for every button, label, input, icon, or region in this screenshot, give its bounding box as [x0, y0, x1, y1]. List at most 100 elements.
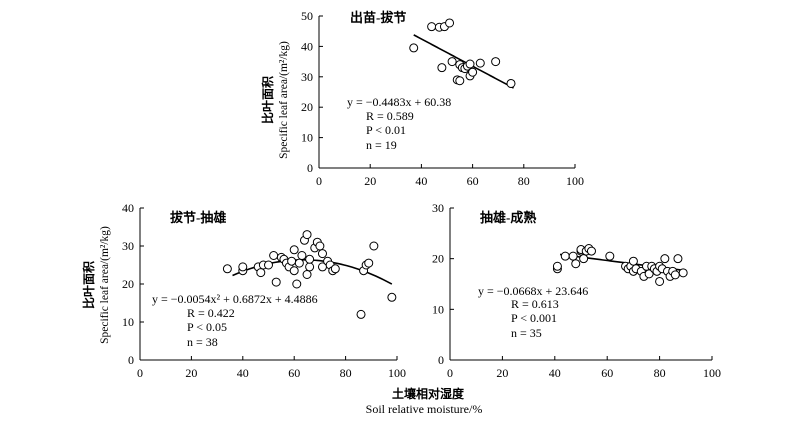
- x-tick-label: 100: [388, 366, 406, 380]
- data-point: [506, 78, 516, 88]
- y-axis-label-en: Specific leaf area/(m²/kg): [99, 226, 111, 344]
- x-tick-label: 80: [518, 174, 530, 188]
- fit-equation: y = −0.0668x + 23.646: [478, 284, 588, 298]
- y-tick-label: 0: [438, 353, 444, 367]
- data-point: [660, 254, 670, 264]
- y-tick-label: 20: [301, 100, 313, 114]
- x-tick-label: 0: [137, 366, 143, 380]
- data-point: [678, 268, 688, 278]
- y-tick-label: 40: [122, 201, 134, 215]
- data-point: [586, 246, 596, 256]
- data-point: [269, 251, 279, 260]
- data-point: [552, 261, 562, 271]
- x-tick-label: 60: [467, 174, 479, 188]
- data-point: [447, 57, 457, 67]
- x-tick-label: 20: [185, 366, 197, 380]
- data-point: [287, 256, 297, 266]
- panel-title: 出苗-拔节: [350, 10, 406, 25]
- panel-title: 抽雄-成熟: [480, 210, 536, 225]
- y-tick-label: 20: [432, 252, 444, 266]
- sample-size: n = 19: [366, 138, 397, 152]
- y-tick-label: 20: [122, 277, 134, 291]
- data-point: [302, 230, 312, 240]
- data-point: [468, 67, 478, 77]
- data-point: [387, 292, 397, 302]
- x-tick-label: 40: [549, 366, 561, 380]
- x-tick-label: 0: [316, 174, 322, 188]
- x-tick-label: 100: [566, 174, 584, 188]
- data-point: [297, 251, 307, 260]
- y-axis-label-en: Specific leaf area/(m²/kg): [278, 41, 290, 159]
- data-point: [330, 264, 340, 274]
- y-tick-label: 30: [122, 239, 134, 253]
- data-point: [289, 245, 299, 255]
- panel-title: 拔节-抽雄: [170, 210, 226, 225]
- y-tick-label: 0: [128, 353, 134, 367]
- x-tick-label: 60: [288, 366, 300, 380]
- y-axis-label-cn: 比叶面积: [260, 76, 275, 124]
- chart-emergence-jointing: 出苗-拔节 y = −0.4483x + 60.38 R = 0.589 P <…: [260, 9, 584, 188]
- data-point: [317, 249, 327, 259]
- data-point: [491, 57, 501, 67]
- x-tick-label: 20: [364, 174, 376, 188]
- x-tick-label: 60: [601, 366, 613, 380]
- data-point: [292, 279, 302, 289]
- data-point: [560, 251, 570, 261]
- data-point: [294, 258, 304, 268]
- data-point: [356, 309, 366, 319]
- sample-size: n = 35: [511, 326, 542, 340]
- data-point: [445, 18, 455, 28]
- y-tick-label: 50: [301, 9, 313, 23]
- x-tick-label: 80: [340, 366, 352, 380]
- data-point: [437, 63, 447, 73]
- y-tick-label: 30: [301, 70, 313, 84]
- data-point: [409, 43, 419, 53]
- data-point: [238, 262, 248, 272]
- data-point: [305, 262, 315, 272]
- data-point: [289, 266, 299, 276]
- x-tick-label: 100: [703, 366, 721, 380]
- data-point: [256, 268, 266, 278]
- data-point: [628, 256, 638, 266]
- data-point: [222, 264, 232, 274]
- fit-equation: y = −0.4483x + 60.38: [347, 95, 451, 109]
- correlation-r: R = 0.589: [366, 109, 414, 123]
- data-point: [369, 241, 379, 251]
- y-tick-label: 30: [432, 201, 444, 215]
- data-point: [264, 260, 273, 270]
- data-point: [305, 254, 315, 264]
- data-point: [455, 76, 465, 86]
- data-point: [315, 241, 325, 251]
- correlation-r: R = 0.613: [511, 297, 559, 311]
- data-point: [302, 270, 312, 279]
- x-tick-label: 40: [415, 174, 427, 188]
- x-tick-label: 40: [237, 366, 249, 380]
- p-value: P < 0.01: [366, 123, 406, 137]
- x-tick-label: 0: [447, 366, 453, 380]
- y-axis-label-cn: 比叶面积: [81, 261, 96, 309]
- x-axis-label-en: Soil relative moisture/%: [366, 402, 483, 416]
- fit-line: [413, 34, 514, 89]
- sample-size: n = 38: [187, 335, 218, 349]
- data-point: [568, 251, 578, 261]
- p-value: P < 0.001: [511, 311, 557, 325]
- y-tick-label: 10: [432, 302, 444, 316]
- data-point: [673, 254, 683, 264]
- p-value: P < 0.05: [187, 320, 227, 334]
- y-tick-label: 40: [301, 39, 313, 53]
- fit-equation: y = −0.0054x² + 0.6872x + 4.4886: [152, 292, 318, 306]
- y-tick-label: 10: [301, 131, 313, 145]
- data-point: [475, 58, 485, 68]
- x-tick-label: 20: [496, 366, 508, 380]
- chart-tasseling-maturity: 抽雄-成熟 y = −0.0668x + 23.646 R = 0.613 P …: [432, 201, 721, 380]
- data-point: [571, 259, 581, 269]
- data-point: [427, 22, 437, 32]
- data-point: [579, 254, 589, 264]
- x-tick-label: 80: [654, 366, 666, 380]
- correlation-r: R = 0.422: [187, 306, 235, 320]
- data-point: [655, 276, 665, 286]
- chart-jointing-tasseling: 拔节-抽雄 y = −0.0054x² + 0.6872x + 4.4886 R…: [81, 201, 406, 380]
- data-point: [670, 270, 680, 280]
- x-axis-label-cn: 土壤相对湿度: [392, 386, 465, 401]
